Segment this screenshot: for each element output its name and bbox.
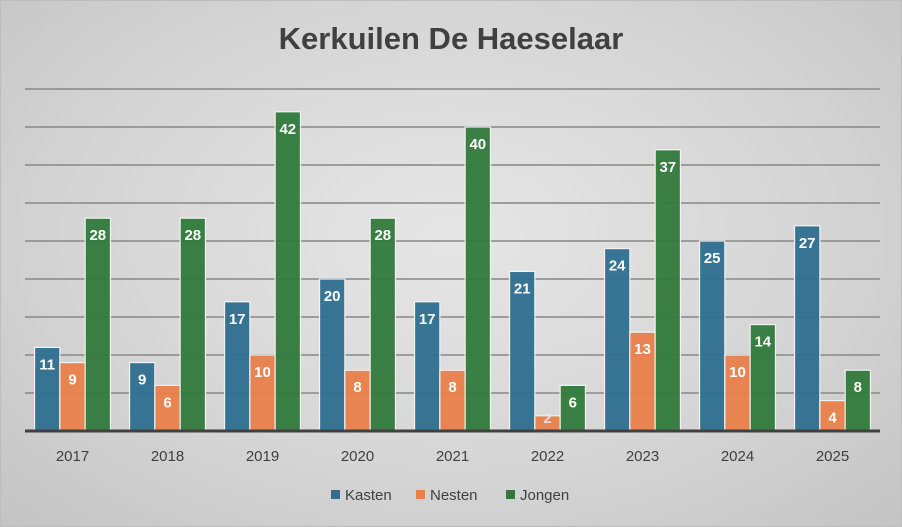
data-label: 10 xyxy=(729,364,746,381)
data-label: 28 xyxy=(184,227,201,244)
data-label: 13 xyxy=(634,341,651,358)
bar-nesten xyxy=(724,354,751,432)
bar-kasten xyxy=(33,346,61,432)
data-label: 21 xyxy=(514,280,531,297)
x-tick-label: 2023 xyxy=(626,448,659,465)
bar-jongen xyxy=(749,324,777,432)
legend-swatch-nesten xyxy=(416,490,425,499)
data-label: 28 xyxy=(374,227,391,244)
bar-jongen xyxy=(274,111,302,432)
data-label: 2 xyxy=(543,410,551,427)
data-label: 27 xyxy=(799,235,816,252)
bar-nesten xyxy=(154,384,181,432)
data-label: 9 xyxy=(68,372,76,389)
data-label: 10 xyxy=(254,364,271,381)
data-label: 8 xyxy=(448,379,456,396)
legend-swatch-kasten xyxy=(331,490,340,499)
data-label: 6 xyxy=(163,394,171,411)
x-tick-label: 2017 xyxy=(56,448,89,465)
data-label: 8 xyxy=(353,379,361,396)
data-label: 42 xyxy=(279,121,296,138)
data-label: 28 xyxy=(89,227,106,244)
bar-jongen xyxy=(464,126,492,432)
bar-jongen xyxy=(179,217,207,432)
bar-kasten xyxy=(793,225,821,432)
bar-jongen xyxy=(559,384,587,432)
bar-kasten xyxy=(603,248,631,432)
data-label: 14 xyxy=(754,334,771,351)
bar-jongen xyxy=(84,217,112,432)
x-tick-label: 2019 xyxy=(246,448,279,465)
x-tick-label: 2021 xyxy=(436,448,469,465)
x-tick-label: 2020 xyxy=(341,448,374,465)
data-label: 25 xyxy=(704,250,721,267)
data-label: 37 xyxy=(659,159,676,176)
legend-swatch-jongen xyxy=(506,490,515,499)
chart-title: Kerkuilen De Haeselaar xyxy=(278,21,624,56)
x-tick-label: 2025 xyxy=(816,448,849,465)
bar-nesten xyxy=(59,362,86,432)
legend-label-kasten: Kasten xyxy=(345,487,392,504)
legend-label-jongen: Jongen xyxy=(520,487,569,504)
data-label: 9 xyxy=(138,372,146,389)
bar-jongen xyxy=(654,149,682,432)
data-label: 8 xyxy=(854,379,862,396)
bar-kasten xyxy=(698,240,726,432)
data-label: 6 xyxy=(569,394,577,411)
data-label: 4 xyxy=(828,410,837,427)
bar-kasten xyxy=(413,301,441,432)
data-label: 11 xyxy=(39,356,55,373)
data-label: 24 xyxy=(609,258,626,275)
bar-jongen xyxy=(369,217,397,432)
x-tick-label: 2024 xyxy=(721,448,754,465)
x-tick-label: 2018 xyxy=(151,448,184,465)
data-label: 17 xyxy=(229,311,246,328)
data-label: 20 xyxy=(324,288,341,305)
bar-jongen xyxy=(844,369,872,432)
bar-nesten xyxy=(439,369,466,432)
data-label: 40 xyxy=(469,136,486,153)
bar-kasten xyxy=(318,278,346,432)
data-label: 17 xyxy=(419,311,436,328)
legend-label-nesten: Nesten xyxy=(430,487,478,504)
x-tick-label: 2022 xyxy=(531,448,564,465)
